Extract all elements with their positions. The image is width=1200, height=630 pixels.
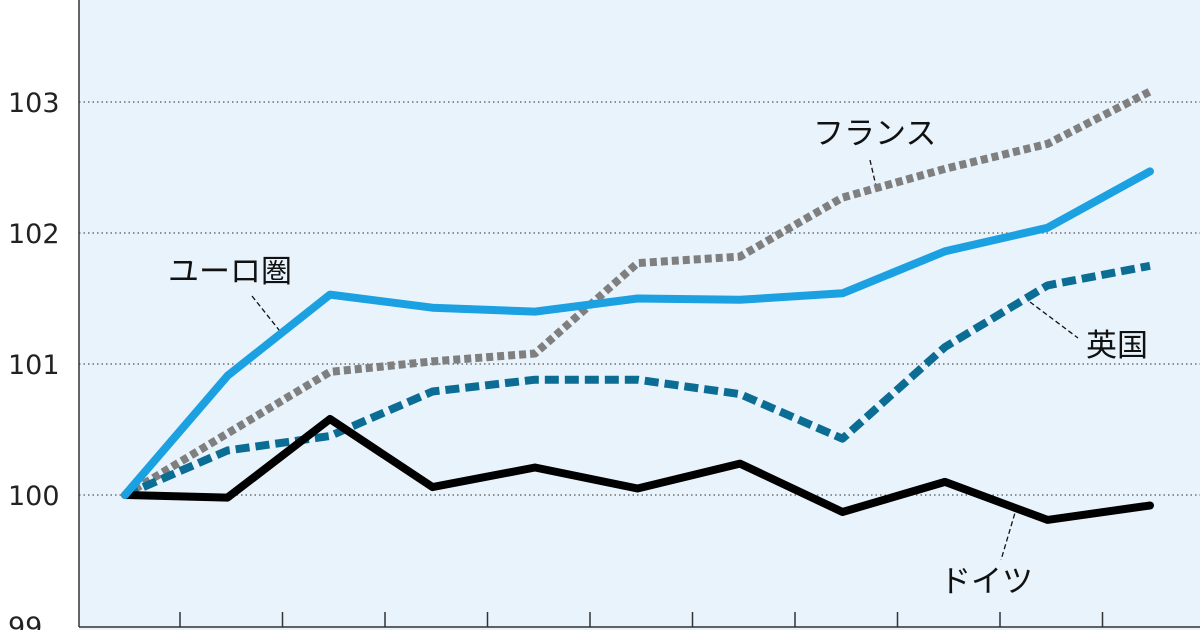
plot-background <box>79 0 1200 630</box>
y-axis-tick-labels: 99 100 101 102 103 <box>8 88 60 630</box>
series-label-germany: ドイツ <box>940 564 1033 600</box>
y-tick-label: 102 <box>8 219 60 250</box>
series-labels: フランス ユーロ圏 英国 ドイツ <box>168 116 1148 600</box>
x-axis-ticks <box>179 612 1104 627</box>
y-tick-label: 100 <box>8 481 60 512</box>
series-lines <box>121 87 1154 524</box>
series-label-france: フランス <box>813 116 936 152</box>
series-label-eurozone: ユーロ圏 <box>168 254 292 290</box>
y-tick-label: 103 <box>8 88 60 119</box>
leader-eurozone <box>251 295 284 336</box>
leader-germany <box>1000 505 1018 561</box>
y-tick-label: 101 <box>8 350 60 381</box>
y-tick-label: 99 <box>8 612 42 630</box>
leader-uk <box>1029 301 1079 339</box>
leader-france <box>869 159 877 187</box>
series-line-france <box>122 87 1152 499</box>
label-leaders <box>251 159 1079 561</box>
series-label-uk: 英国 <box>1086 328 1148 364</box>
